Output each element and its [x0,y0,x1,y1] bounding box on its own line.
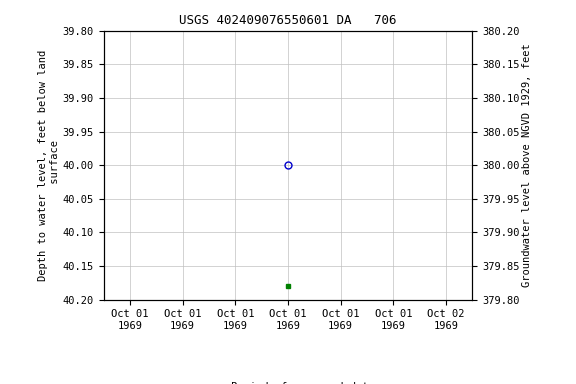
Y-axis label: Depth to water level, feet below land
 surface: Depth to water level, feet below land su… [39,50,60,281]
Legend: Period of approved data: Period of approved data [198,378,378,384]
Y-axis label: Groundwater level above NGVD 1929, feet: Groundwater level above NGVD 1929, feet [522,43,532,287]
Title: USGS 402409076550601 DA   706: USGS 402409076550601 DA 706 [179,14,397,27]
